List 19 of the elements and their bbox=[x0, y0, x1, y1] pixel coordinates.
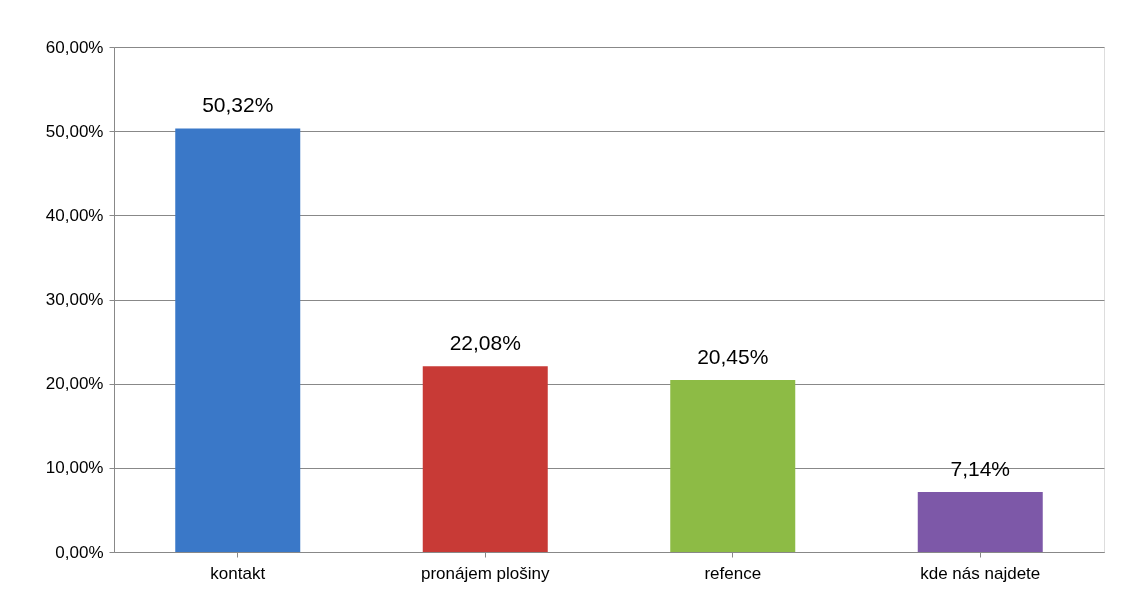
x-tick-label: pronájem plošiny bbox=[420, 563, 550, 583]
y-tick-label: 60,00% bbox=[45, 37, 104, 57]
bar bbox=[422, 366, 548, 552]
x-tick-label: kde nás najdete bbox=[920, 563, 1041, 583]
y-tick-label: 10,00% bbox=[45, 458, 104, 478]
y-tick-label: 40,00% bbox=[45, 205, 104, 225]
data-label: 7,14% bbox=[950, 456, 1011, 480]
y-tick-label: 0,00% bbox=[55, 542, 104, 562]
y-tick-label: 30,00% bbox=[45, 290, 104, 309]
data-label: 20,45% bbox=[697, 344, 769, 368]
bar bbox=[917, 491, 1043, 552]
data-label: 22,08% bbox=[449, 331, 521, 355]
y-tick-label: 20,00% bbox=[45, 374, 104, 394]
data-label: 50,32% bbox=[202, 93, 274, 117]
bar bbox=[670, 379, 796, 552]
x-tick-label: refence bbox=[704, 563, 762, 583]
x-tick-label: kontakt bbox=[210, 563, 266, 583]
bar bbox=[175, 128, 301, 552]
y-tick-label: 50,00% bbox=[45, 121, 104, 141]
